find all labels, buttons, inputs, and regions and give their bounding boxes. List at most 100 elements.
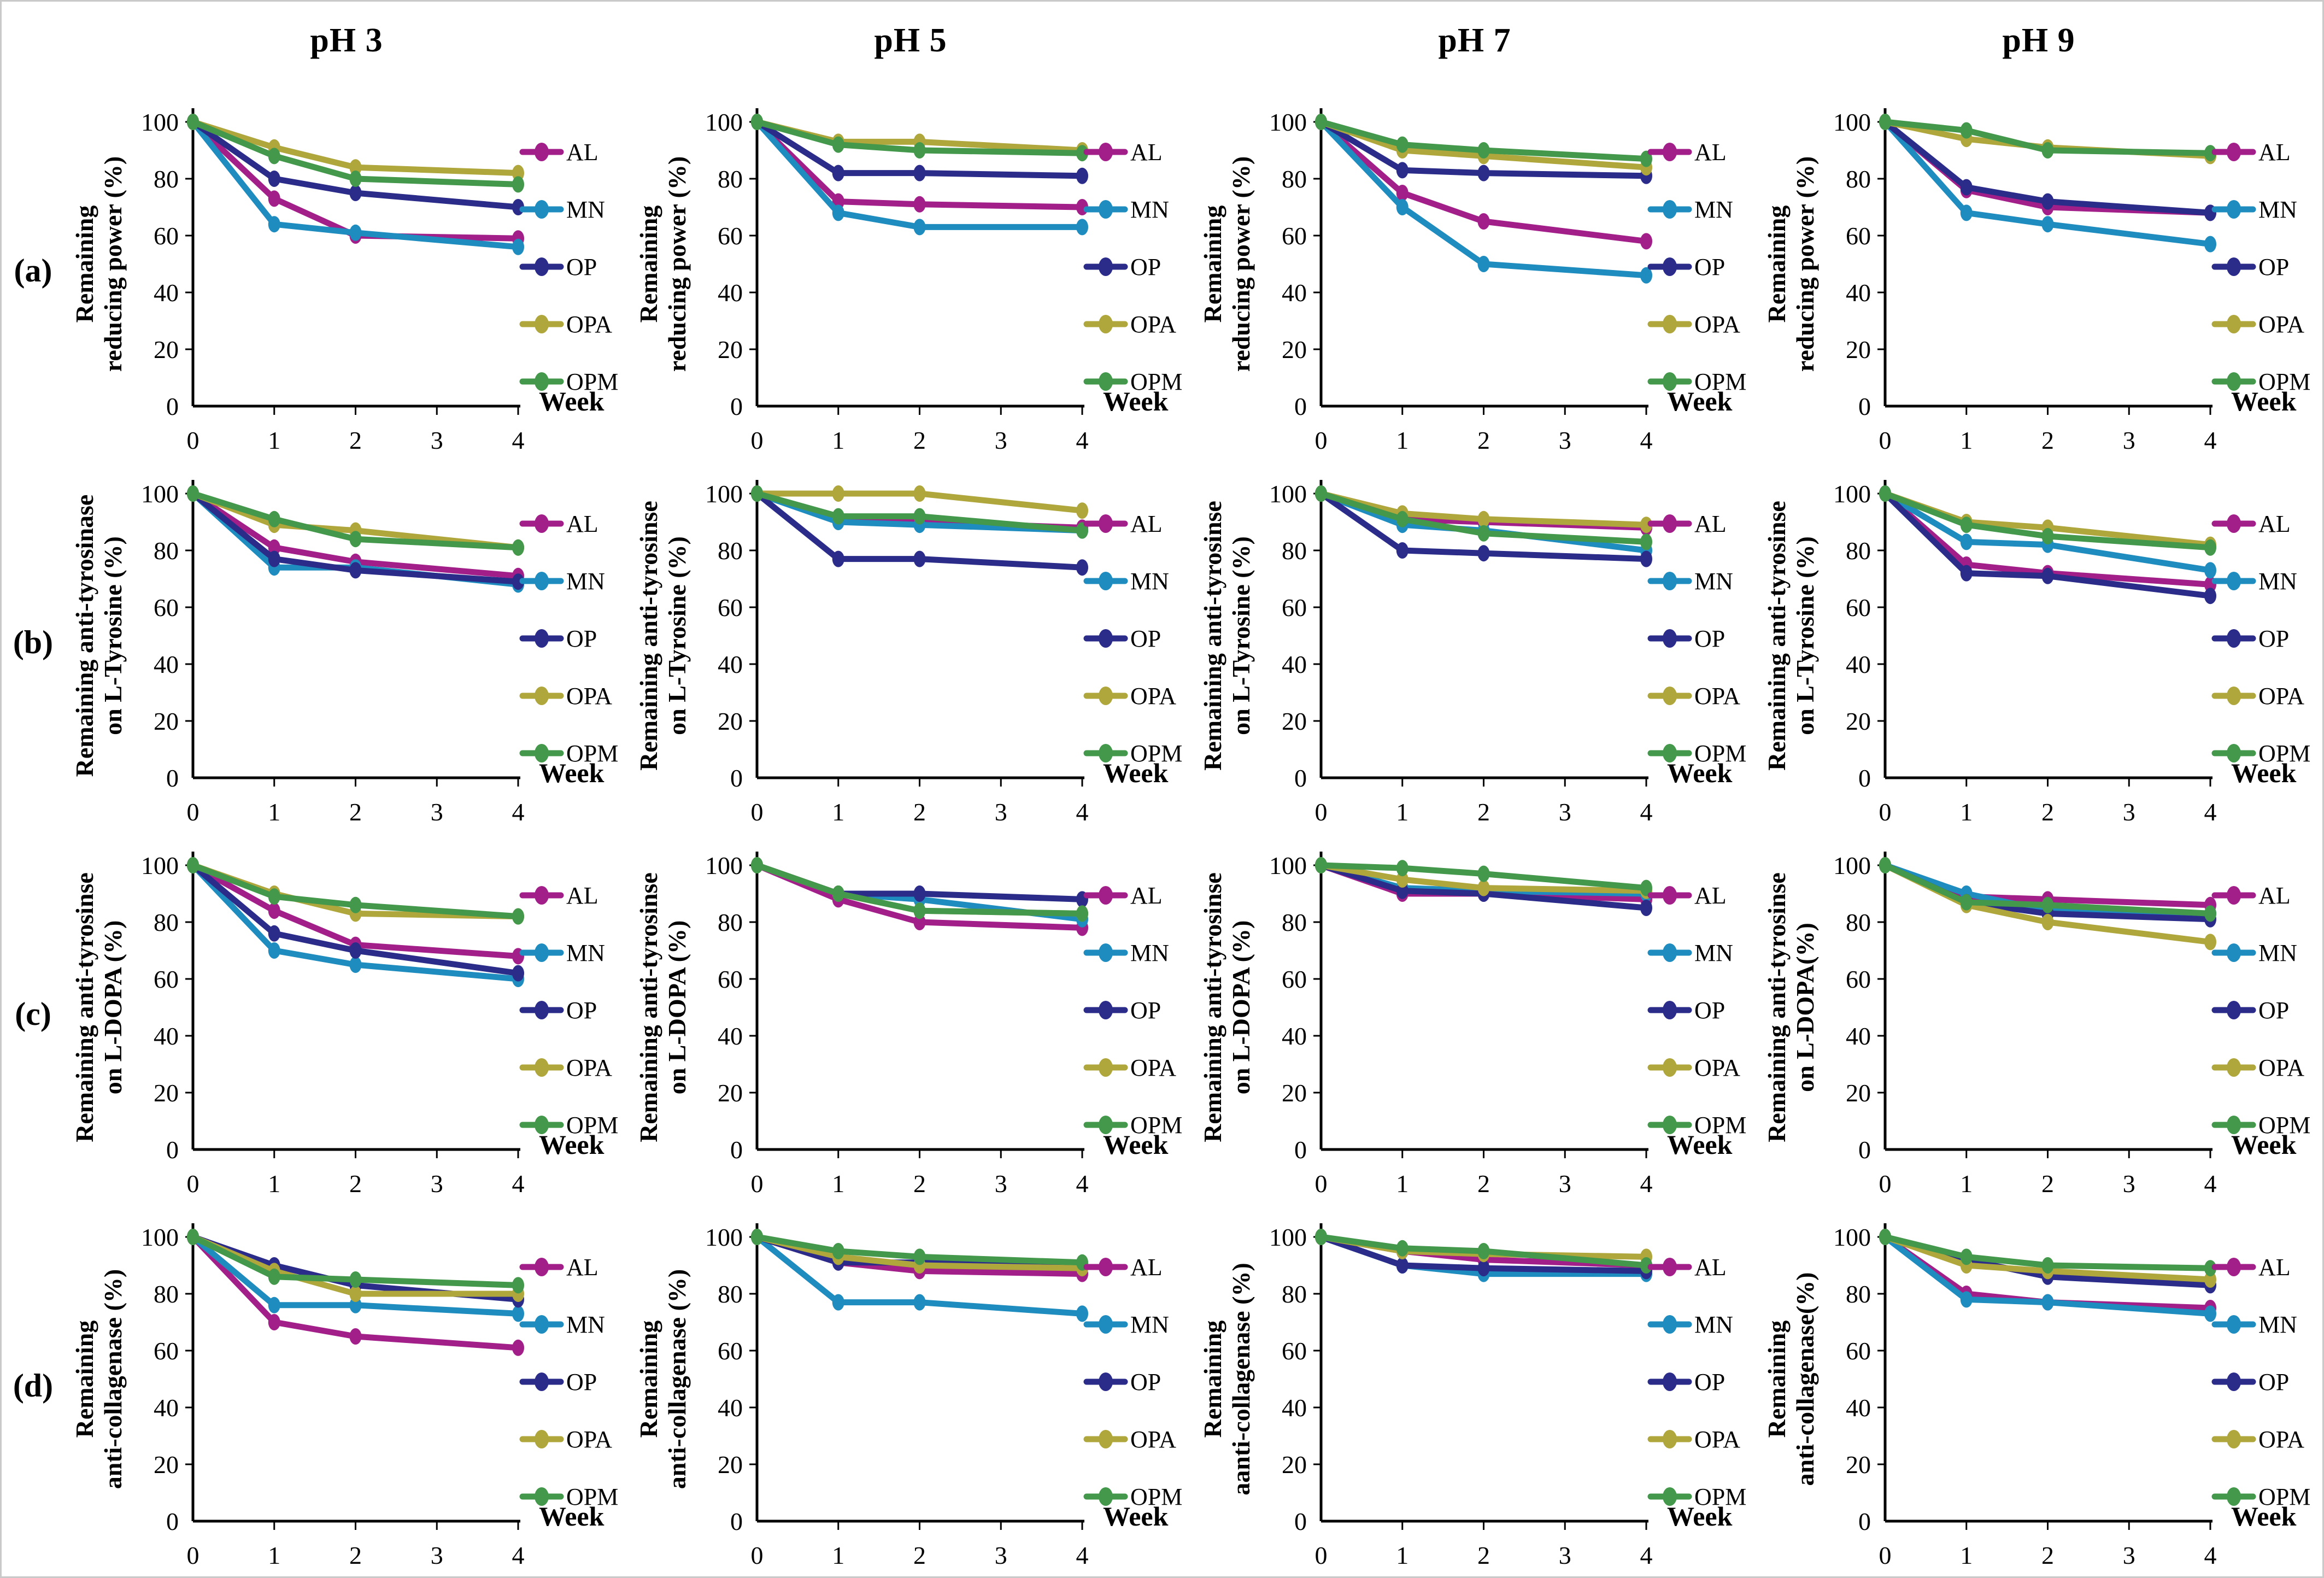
data-point-OPM <box>1879 857 1891 873</box>
y-tick-label: 20 <box>1282 336 1307 363</box>
chart-row: (c) Remaining anti-tyrosinse on L-DOPA (%)… <box>2 827 2322 1199</box>
series-line-OPM <box>754 490 1085 534</box>
x-tick-label: 3 <box>995 1541 1007 1569</box>
y-tick-label: 100 <box>1269 108 1307 136</box>
data-point-OPM <box>349 531 362 548</box>
y-tick-label: 60 <box>1846 594 1871 621</box>
legend-point-marker <box>1099 1372 1113 1391</box>
legend-point-marker <box>1663 1058 1677 1077</box>
series-line-OPM <box>754 1234 1085 1266</box>
x-tick-label: 0 <box>1879 798 1892 826</box>
x-tick-label: 2 <box>1477 1170 1490 1198</box>
x-tick-label: 3 <box>2123 426 2135 454</box>
legend-point-marker <box>1099 943 1113 962</box>
x-tick-label: 2 <box>1477 1541 1490 1569</box>
data-point-OPA <box>2204 1271 2216 1288</box>
series-line-OP <box>754 119 1085 179</box>
series-line-OPM <box>1318 862 1650 891</box>
legend-item-AL: AL <box>1647 1254 1727 1281</box>
series-line-OPM <box>1882 119 2214 156</box>
data-point-OPM <box>187 114 199 130</box>
chart-b-ph5: Remaining anti-tyrosinse on L-Tyrosine (%… <box>629 455 1193 830</box>
legend-point-marker <box>1663 514 1677 533</box>
legend-item-OP: OP <box>2211 254 2289 280</box>
data-point-OPM <box>512 539 524 556</box>
line-chart-c-ph3: Remaining anti-tyrosinse on L-DOPA (%)020… <box>71 852 618 1198</box>
y-tick-label: 40 <box>1282 279 1307 307</box>
y-tick-label: 20 <box>718 336 743 363</box>
data-point-OP <box>1396 162 1409 179</box>
legend-label: OP <box>1130 625 1161 652</box>
x-tick-label: 4 <box>2204 1170 2217 1198</box>
data-point-OP <box>268 925 280 942</box>
data-point-OPM <box>751 114 763 130</box>
x-tick-label: 0 <box>751 798 764 826</box>
y-tick-label: 60 <box>1846 965 1871 993</box>
legend-point-marker <box>1099 687 1113 705</box>
series-line-OP <box>1882 490 2214 599</box>
data-point-OP <box>1477 165 1490 181</box>
legend-item-OPM: OPM <box>1083 740 1182 767</box>
series-line-AL <box>190 1234 521 1351</box>
legend-item-OP: OP <box>1083 997 1161 1024</box>
legend-point-marker <box>1099 629 1113 648</box>
x-axis-title: Week <box>1103 758 1169 788</box>
legend-point-marker <box>1099 200 1113 219</box>
y-tick-label: 100 <box>1269 480 1307 508</box>
y-tick-label: 20 <box>1282 707 1307 735</box>
legend-item-OPM: OPM <box>1647 740 1746 767</box>
panel-letter: (c) <box>15 996 51 1032</box>
x-tick-label: 1 <box>832 1541 844 1569</box>
x-tick-label: 3 <box>1559 1541 1571 1569</box>
y-axis-title-line: on L-DOPA (%) <box>1227 920 1255 1095</box>
chart-d-ph7: Remaining aanti-collagenase (%) 0 20 40 60 80 1… <box>1193 1199 1757 1573</box>
x-tick-label: 3 <box>1559 798 1571 826</box>
legend-item-OPA: OPA <box>2211 311 2304 338</box>
legend-item-OPA: OPA <box>1083 1426 1176 1453</box>
data-point-OPM <box>1315 485 1327 502</box>
series-line-MN <box>190 1234 521 1317</box>
legend-item-OP: OP <box>2211 1369 2289 1395</box>
y-tick-label: 20 <box>1846 336 1871 363</box>
series-line-OPM <box>190 862 521 920</box>
legend-point-marker <box>1099 1058 1113 1077</box>
y-tick-label: 0 <box>730 392 743 420</box>
legend-point-marker <box>1663 572 1677 590</box>
data-point-OPM <box>913 508 926 525</box>
y-tick-label: 40 <box>718 650 743 678</box>
legend-label: OP <box>2258 625 2289 652</box>
x-tick-label: 1 <box>1960 1541 1973 1569</box>
legend-item-AL: AL <box>1083 511 1163 537</box>
data-point-AL <box>512 1339 524 1356</box>
x-tick-label: 2 <box>913 1541 926 1569</box>
legend-label: OPA <box>1130 311 1176 338</box>
legend-label: MN <box>2258 940 2297 966</box>
legend-point-marker <box>535 514 549 533</box>
x-tick-label: 0 <box>751 1170 764 1198</box>
column-title: pH 9 <box>2002 22 2075 59</box>
legend-point-marker <box>1663 629 1677 648</box>
legend-label: OP <box>1694 254 1725 280</box>
y-axis-title-line: Remaining <box>71 1321 98 1438</box>
legend-item-OP: OP <box>519 254 597 280</box>
column-title: pH 5 <box>874 22 947 59</box>
x-tick-label: 3 <box>995 798 1007 826</box>
legend-item-OPA: OPA <box>1083 1054 1176 1081</box>
legend-point-marker <box>2227 572 2241 590</box>
y-tick-label: 60 <box>154 222 179 250</box>
data-point-OPM <box>2204 1260 2216 1277</box>
legend-item-OPM: OPM <box>2211 740 2310 767</box>
legend-item-OPA: OPA <box>1647 1426 1740 1453</box>
legend-item-AL: AL <box>519 1254 598 1281</box>
legend-point-marker <box>2227 687 2241 705</box>
x-axis-title: Week <box>2231 1129 2297 1160</box>
legend-point-marker <box>1663 744 1677 762</box>
series-line-MN <box>1882 119 2214 248</box>
series-line-AL <box>754 119 1085 210</box>
legend-point-marker <box>1663 1487 1677 1506</box>
legend-label: OP <box>1694 997 1725 1024</box>
data-point-OP <box>1396 1257 1409 1274</box>
x-tick-label: 3 <box>431 1170 443 1198</box>
legend-label: AL <box>1130 139 1163 166</box>
x-tick-label: 1 <box>268 1541 280 1569</box>
